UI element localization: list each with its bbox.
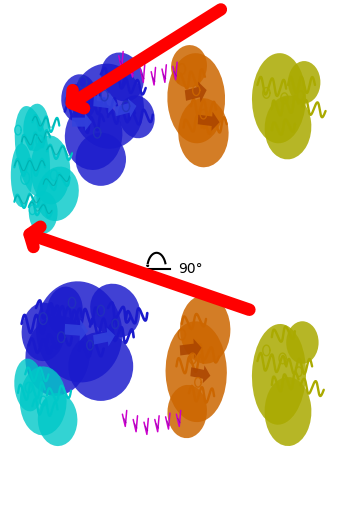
Polygon shape: [93, 92, 117, 114]
Ellipse shape: [76, 133, 126, 186]
Text: 90°: 90°: [178, 262, 203, 276]
Ellipse shape: [68, 332, 133, 401]
Ellipse shape: [47, 287, 83, 335]
Ellipse shape: [31, 135, 70, 204]
Ellipse shape: [72, 64, 144, 149]
Ellipse shape: [25, 316, 90, 396]
Ellipse shape: [36, 281, 122, 382]
Ellipse shape: [23, 104, 49, 151]
Ellipse shape: [119, 96, 155, 138]
Polygon shape: [114, 99, 136, 117]
Ellipse shape: [29, 191, 58, 234]
Ellipse shape: [15, 106, 50, 196]
Ellipse shape: [180, 295, 230, 364]
Ellipse shape: [167, 385, 207, 438]
Ellipse shape: [101, 53, 144, 101]
Ellipse shape: [20, 366, 67, 435]
Ellipse shape: [11, 143, 32, 207]
Polygon shape: [185, 82, 207, 102]
Ellipse shape: [252, 324, 306, 425]
Ellipse shape: [178, 98, 229, 167]
Polygon shape: [180, 339, 202, 359]
Ellipse shape: [14, 358, 43, 412]
Ellipse shape: [171, 45, 207, 88]
Ellipse shape: [61, 74, 97, 122]
Polygon shape: [190, 365, 210, 383]
Ellipse shape: [252, 53, 306, 143]
Polygon shape: [198, 112, 220, 131]
Polygon shape: [64, 320, 88, 341]
Ellipse shape: [265, 96, 311, 159]
Ellipse shape: [166, 321, 227, 422]
Ellipse shape: [167, 53, 225, 143]
Ellipse shape: [90, 284, 140, 338]
Ellipse shape: [65, 101, 122, 170]
Ellipse shape: [265, 377, 311, 446]
Ellipse shape: [286, 321, 319, 364]
Ellipse shape: [36, 167, 79, 221]
Polygon shape: [93, 328, 115, 346]
Polygon shape: [72, 113, 92, 131]
Ellipse shape: [38, 393, 77, 446]
Ellipse shape: [288, 61, 320, 104]
Ellipse shape: [22, 303, 65, 361]
